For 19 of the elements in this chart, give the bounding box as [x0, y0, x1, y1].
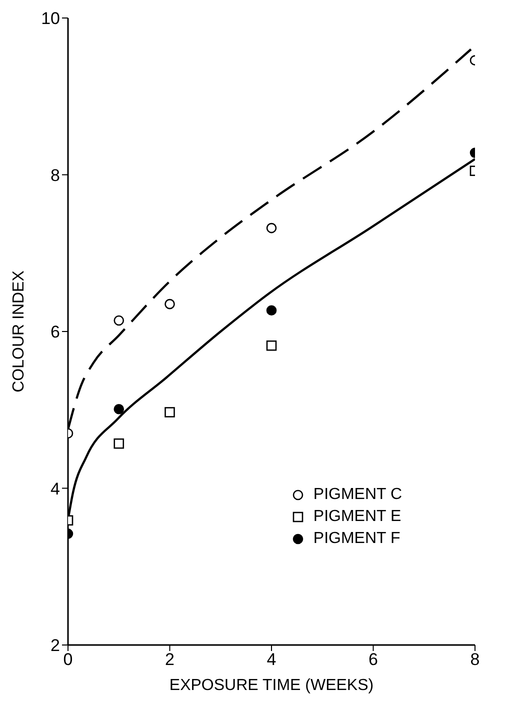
y-tick-label: 6: [50, 322, 60, 342]
x-tick-label: 0: [63, 650, 73, 670]
y-tick-label: 2: [50, 636, 60, 656]
x-tick-label: 4: [266, 650, 276, 670]
x-axis-title: EXPOSURE TIME (WEEKS): [169, 677, 374, 694]
point: [164, 298, 175, 310]
legend-label: PIGMENT F: [313, 530, 400, 548]
x-tick-label: 8: [470, 650, 480, 670]
point: [266, 340, 277, 351]
y-axis-title: COLOUR INDEX: [10, 270, 28, 392]
legend-label: PIGMENT C: [313, 486, 402, 504]
y-tick-label: 8: [50, 166, 60, 185]
y-tick-label: 10: [41, 9, 60, 28]
y-tick-label: 4: [50, 479, 60, 498]
point: [164, 407, 175, 418]
point: [266, 222, 277, 234]
legend-label: PIGMENT E: [313, 508, 402, 526]
x-tick-label: 2: [165, 650, 174, 670]
x-tick-label: 6: [368, 650, 378, 670]
